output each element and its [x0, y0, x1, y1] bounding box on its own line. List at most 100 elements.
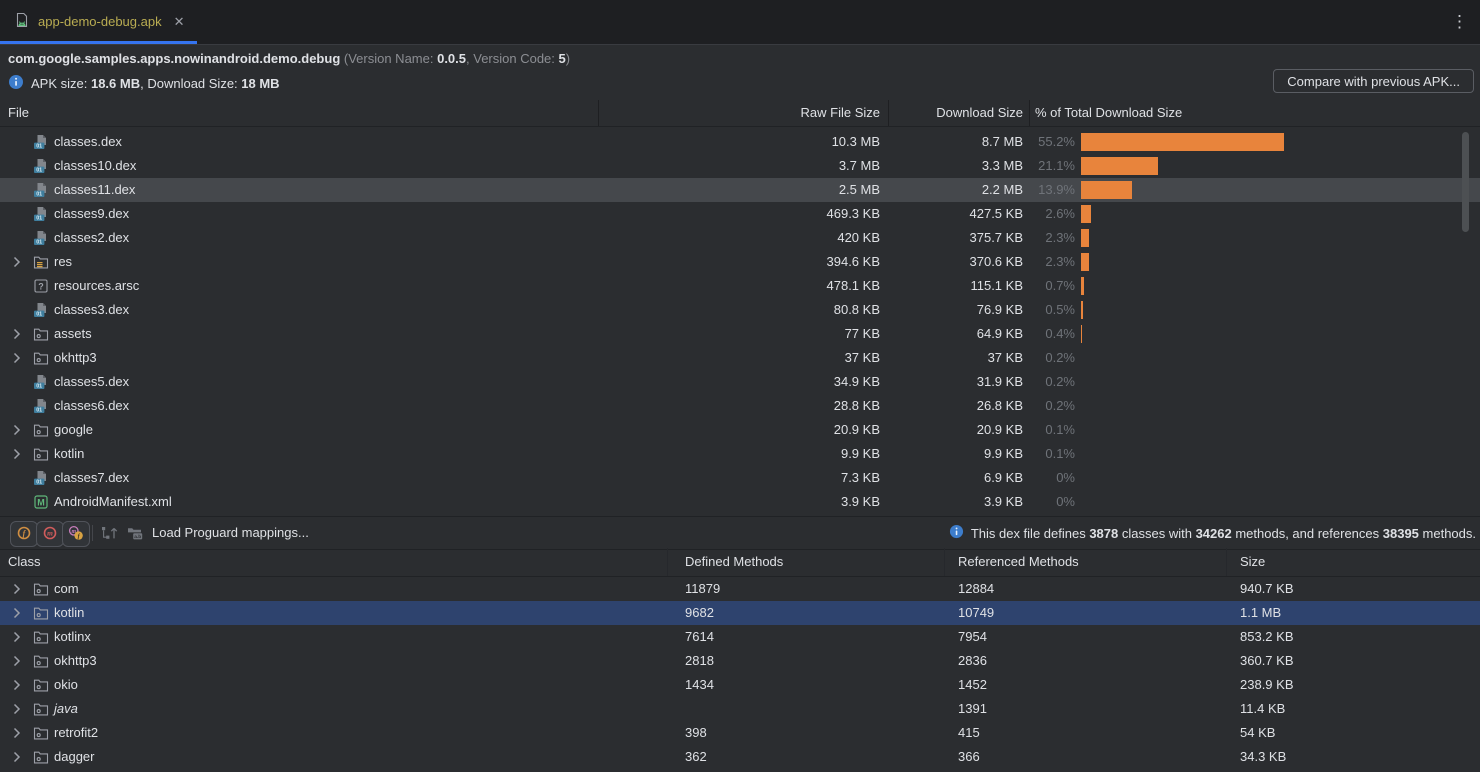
referenced-methods-value: 1391	[958, 701, 987, 716]
chevron-right-icon[interactable]	[13, 256, 21, 268]
chevron-right-icon[interactable]	[13, 328, 21, 340]
raw-file-size-value: 80.8 KB	[833, 302, 880, 317]
column-header-file[interactable]: File	[8, 105, 29, 120]
referenced-methods-value: 415	[958, 725, 980, 740]
column-header-download-size[interactable]: Download Size	[936, 105, 1023, 120]
class-row[interactable]: retrofit2 398 415 54 KB	[0, 721, 1480, 745]
chevron-right-icon[interactable]	[13, 727, 21, 739]
column-header-class[interactable]: Class	[8, 554, 41, 569]
raw-file-size-value: 394.6 KB	[826, 254, 881, 269]
file-row[interactable]: ? resources.arsc 478.1 KB 115.1 KB 0.7%	[0, 274, 1480, 298]
percent-value: 2.3%	[1045, 230, 1075, 245]
referenced-methods-value: 366	[958, 749, 980, 764]
file-row[interactable]: 01 classes2.dex 420 KB 375.7 KB 2.3%	[0, 226, 1480, 250]
raw-file-size-value: 420 KB	[837, 230, 880, 245]
column-divider[interactable]	[598, 100, 599, 126]
svg-text:01: 01	[36, 408, 42, 414]
column-divider[interactable]	[1029, 100, 1030, 126]
column-header-defined-methods[interactable]: Defined Methods	[685, 554, 784, 569]
chevron-right-icon[interactable]	[13, 424, 21, 436]
file-row[interactable]: 01 classes6.dex 28.8 KB 26.8 KB 0.2%	[0, 394, 1480, 418]
chevron-right-icon[interactable]	[13, 655, 21, 667]
class-row[interactable]: java 1391 11.4 KB	[0, 697, 1480, 721]
show-methods-toggle-button[interactable]: m	[36, 521, 64, 547]
info-icon	[8, 74, 24, 93]
percent-value: 0%	[1056, 470, 1075, 485]
percent-value: 0.2%	[1045, 374, 1075, 389]
package-name: com.google.samples.apps.nowinandroid.dem…	[8, 51, 341, 66]
file-table-body: 01 classes.dex 10.3 MB 8.7 MB 55.2% 01 classes…	[0, 130, 1480, 514]
class-row[interactable]: dagger 362 366 34.3 KB	[0, 745, 1480, 769]
chevron-right-icon[interactable]	[13, 751, 21, 763]
file-row[interactable]: kotlin 9.9 KB 9.9 KB 0.1%	[0, 442, 1480, 466]
size-value: 34.3 KB	[1240, 749, 1287, 764]
chevron-right-icon[interactable]	[13, 703, 21, 715]
column-divider[interactable]	[667, 548, 668, 576]
column-divider[interactable]	[944, 548, 945, 576]
column-divider[interactable]	[1226, 548, 1227, 576]
size-value: 1.1 MB	[1240, 605, 1282, 620]
file-row[interactable]: 01 classes.dex 10.3 MB 8.7 MB 55.2%	[0, 130, 1480, 154]
chevron-right-icon[interactable]	[13, 448, 21, 460]
chevron-right-icon[interactable]	[13, 583, 21, 595]
class-name: kotlinx	[54, 629, 91, 644]
column-header-percent-total[interactable]: % of Total Download Size	[1035, 105, 1183, 120]
file-name: google	[54, 422, 94, 437]
file-row[interactable]: 01 classes3.dex 80.8 KB 76.9 KB 0.5%	[0, 298, 1480, 322]
file-row[interactable]: google 20.9 KB 20.9 KB 0.1%	[0, 418, 1480, 442]
defined-methods-value: 2818	[685, 653, 714, 668]
dex-icon: 01	[33, 182, 49, 198]
dex-icon: 01	[33, 206, 49, 222]
compare-previous-apk-button[interactable]: Compare with previous APK...	[1273, 69, 1474, 93]
percent-value: 13.9%	[1038, 182, 1075, 197]
file-row[interactable]: 01 classes5.dex 34.9 KB 31.9 KB 0.2%	[0, 370, 1480, 394]
close-icon[interactable]: ✕	[173, 13, 185, 29]
show-fields-toggle-button[interactable]: f	[10, 521, 38, 547]
file-name: res	[54, 254, 73, 269]
file-row[interactable]: assets 77 KB 64.9 KB 0.4%	[0, 322, 1480, 346]
column-header-raw-file-size[interactable]: Raw File Size	[800, 105, 880, 120]
download-size-value: 8.7 MB	[981, 134, 1023, 149]
class-name: dagger	[54, 749, 95, 764]
file-row[interactable]: 01 classes7.dex 7.3 KB 6.9 KB 0%	[0, 466, 1480, 490]
chevron-right-icon[interactable]	[13, 352, 21, 364]
download-size-value: 20.9 KB	[976, 422, 1023, 437]
raw-file-size-value: 20.9 KB	[833, 422, 880, 437]
size-value: 853.2 KB	[1240, 629, 1294, 644]
expand-tree-icon[interactable]	[101, 525, 119, 544]
chevron-right-icon[interactable]	[13, 631, 21, 643]
file-name: classes3.dex	[54, 302, 130, 317]
svg-text:m: m	[72, 529, 77, 535]
chevron-right-icon[interactable]	[13, 679, 21, 691]
file-row[interactable]: okhttp3 37 KB 37 KB 0.2%	[0, 346, 1480, 370]
kebab-menu-icon[interactable]: ⋮	[1451, 12, 1468, 31]
chevron-right-icon[interactable]	[13, 607, 21, 619]
raw-file-size-value: 2.5 MB	[838, 182, 880, 197]
download-size-value: 31.9 KB	[976, 374, 1023, 389]
svg-text:f: f	[23, 528, 27, 537]
class-row[interactable]: kotlin 9682 10749 1.1 MB	[0, 601, 1480, 625]
deobfuscate-names-icon[interactable]: a.b	[126, 525, 144, 544]
class-row[interactable]: kotlinx 7614 7954 853.2 KB	[0, 625, 1480, 649]
column-header-referenced-methods[interactable]: Referenced Methods	[958, 554, 1079, 569]
file-name: classes5.dex	[54, 374, 130, 389]
file-row[interactable]: 01 classes9.dex 469.3 KB 427.5 KB 2.6%	[0, 202, 1480, 226]
tab-apk-file[interactable]: app-demo-debug.apk ✕	[0, 0, 199, 43]
percent-bar	[1081, 301, 1083, 319]
load-proguard-mappings-button[interactable]: Load Proguard mappings...	[152, 525, 309, 540]
vertical-scrollbar-thumb[interactable]	[1462, 132, 1469, 232]
file-row[interactable]: res 394.6 KB 370.6 KB 2.3%	[0, 250, 1480, 274]
file-row[interactable]: 01 classes11.dex 2.5 MB 2.2 MB 13.9%	[0, 178, 1480, 202]
size-value: 11.4 KB	[1240, 701, 1286, 716]
class-row[interactable]: okio 1434 1452 238.9 KB	[0, 673, 1480, 697]
column-header-size[interactable]: Size	[1240, 554, 1266, 569]
class-name: com	[54, 581, 79, 596]
class-row[interactable]: okhttp3 2818 2836 360.7 KB	[0, 649, 1480, 673]
class-row[interactable]: com 11879 12884 940.7 KB	[0, 577, 1480, 601]
file-row[interactable]: 01 classes10.dex 3.7 MB 3.3 MB 21.1%	[0, 154, 1480, 178]
defined-methods-value: 7614	[685, 629, 714, 644]
file-row[interactable]: M AndroidManifest.xml 3.9 KB 3.9 KB 0%	[0, 490, 1480, 514]
column-divider[interactable]	[888, 100, 889, 126]
